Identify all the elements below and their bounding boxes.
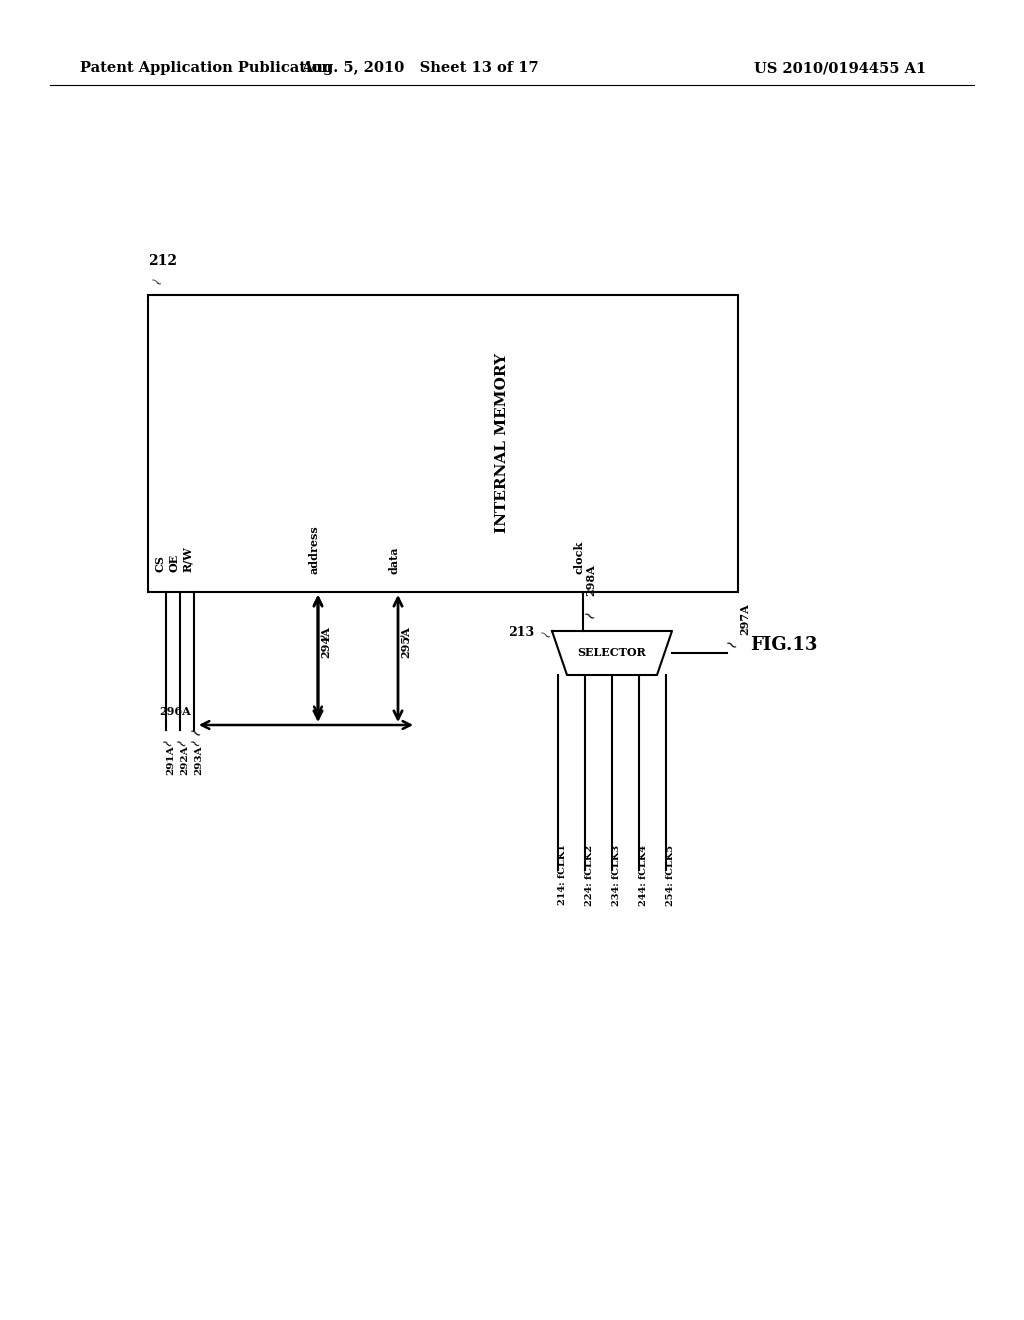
Text: ~: ~ — [171, 737, 188, 754]
Text: ~: ~ — [184, 723, 204, 743]
Text: 293A: 293A — [194, 746, 203, 775]
Text: CS: CS — [155, 556, 166, 572]
Text: data: data — [388, 546, 399, 574]
Text: OE: OE — [169, 554, 179, 572]
Text: SELECTOR: SELECTOR — [578, 648, 646, 659]
Text: Patent Application Publication: Patent Application Publication — [80, 61, 332, 75]
Text: US 2010/0194455 A1: US 2010/0194455 A1 — [754, 61, 926, 75]
Text: clock: clock — [573, 541, 585, 574]
Text: ~: ~ — [313, 628, 332, 648]
Text: ~: ~ — [394, 628, 413, 648]
Text: R/W: R/W — [182, 546, 194, 572]
Text: ~: ~ — [185, 737, 203, 754]
Text: 254: fCLK5: 254: fCLK5 — [666, 845, 675, 906]
Text: 296A: 296A — [160, 706, 191, 717]
Text: 294A: 294A — [321, 626, 332, 657]
Text: 212: 212 — [148, 253, 177, 268]
Text: 292A: 292A — [180, 746, 189, 775]
Text: ~: ~ — [535, 627, 553, 645]
Text: 224: fCLK2: 224: fCLK2 — [585, 845, 594, 906]
Text: 234: fCLK3: 234: fCLK3 — [612, 845, 621, 906]
Text: ~: ~ — [158, 737, 174, 754]
Text: ~: ~ — [721, 635, 739, 655]
Text: address: address — [308, 525, 319, 574]
Text: FIG.13: FIG.13 — [750, 636, 817, 653]
Text: ~: ~ — [146, 273, 164, 292]
Polygon shape — [552, 631, 672, 675]
Text: 298A: 298A — [586, 564, 597, 597]
Text: 291A: 291A — [166, 746, 175, 775]
Text: 213: 213 — [508, 626, 534, 639]
Text: INTERNAL MEMORY: INTERNAL MEMORY — [495, 352, 509, 533]
Text: 295A: 295A — [400, 626, 412, 657]
Text: Aug. 5, 2010   Sheet 13 of 17: Aug. 5, 2010 Sheet 13 of 17 — [301, 61, 539, 75]
Text: 214: fCLK1: 214: fCLK1 — [558, 845, 567, 906]
Text: ~: ~ — [579, 606, 597, 626]
Bar — [148, 294, 738, 591]
Text: 244: fCLK4: 244: fCLK4 — [639, 845, 648, 906]
Text: 297A: 297A — [739, 603, 750, 635]
